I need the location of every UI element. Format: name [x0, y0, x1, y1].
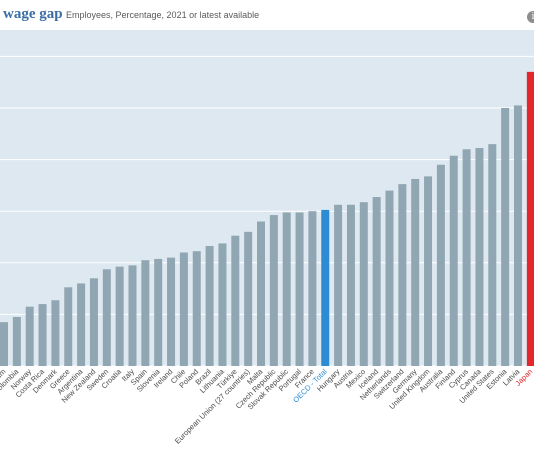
- bar-iceland[interactable]: Iceland: 13.1: [372, 197, 381, 366]
- plot-background: [0, 30, 534, 366]
- bar-ireland[interactable]: Ireland: 8.4: [167, 257, 176, 366]
- bar-norway[interactable]: Norway: 4.6: [25, 306, 34, 366]
- bar-canada[interactable]: Canada: 16.9: [475, 147, 484, 366]
- bar-denmark[interactable]: Denmark: 5.1: [51, 300, 60, 366]
- bar-japan[interactable]: Japan: 22.8: [526, 71, 534, 366]
- bar-germany[interactable]: Germany: 14.5: [411, 178, 420, 366]
- bar-hungary[interactable]: Hungary: 12.5: [334, 204, 343, 366]
- bar-cyprus[interactable]: Cyprus: 16.8: [462, 149, 471, 366]
- bar-mexico[interactable]: Mexico: 12.7: [359, 202, 368, 366]
- bar-lithuania[interactable]: Lithuania: 9.5: [218, 243, 227, 366]
- bar-netherlands[interactable]: Netherlands: 13.6: [385, 190, 394, 366]
- bar-united-kingdom[interactable]: United Kingdom: 14.7: [424, 176, 433, 366]
- bar-costa-rica[interactable]: Costa Rica: 4.8: [38, 304, 47, 366]
- bar-poland[interactable]: Poland: 8.9: [192, 251, 201, 366]
- bar-slovenia[interactable]: Slovenia: 8.3: [154, 258, 163, 366]
- bar-greece[interactable]: Greece: 6.1: [64, 287, 73, 366]
- bar-spain[interactable]: Spain: 8.2: [141, 260, 150, 366]
- bar-european-union-27-countries-[interactable]: European Union (27 countries): 10.4: [244, 231, 253, 366]
- bar-united-states[interactable]: United States: 17.2: [488, 144, 497, 366]
- bar-estonia[interactable]: Estonia: 20: [501, 108, 510, 366]
- bar-argentina[interactable]: Argentina: 6.4: [77, 283, 86, 366]
- bar-oecd-total[interactable]: OECD - Total: 12.1: [321, 209, 330, 366]
- bar-sweden[interactable]: Sweden: 7.5: [102, 269, 111, 366]
- bar-malta[interactable]: Malta: 11.2: [257, 221, 265, 366]
- bar-t-rkiye[interactable]: Türkiye: 10.1: [231, 235, 240, 366]
- chart-title: wage gap: [3, 6, 63, 22]
- bar-brazil[interactable]: Brazil: 9.3: [205, 246, 214, 366]
- bar-france[interactable]: France: 12: [308, 211, 317, 366]
- bar-colombia[interactable]: Colombia: 3.8: [12, 316, 21, 366]
- bar-austria[interactable]: Austria: 12.5: [346, 204, 355, 366]
- info-icon[interactable]: i: [527, 11, 534, 23]
- bar-slovak-republic[interactable]: Slovak Republic: 11.9: [282, 212, 291, 366]
- bar-italy[interactable]: Italy: 7.8: [128, 265, 137, 366]
- bar-new-zealand[interactable]: New Zealand: 6.8: [89, 278, 98, 366]
- bar-portugal[interactable]: Portugal: 11.9: [295, 212, 304, 366]
- bar-finland[interactable]: Finland: 16.3: [449, 155, 458, 366]
- bar-croatia[interactable]: Croatia: 7.7: [115, 266, 124, 366]
- bar-czech-republic[interactable]: Czech Republic: 11.7: [269, 215, 278, 366]
- bar-switzerland[interactable]: Switzerland: 14.1: [398, 184, 407, 366]
- bar-belgium[interactable]: Belgium: 3.4: [0, 322, 8, 366]
- bar-latvia[interactable]: Latvia: 20.2: [514, 105, 522, 367]
- chart-subtitle: Employees, Percentage, 2021 or latest av…: [66, 10, 260, 20]
- chart-header: wage gap Employees, Percentage, 2021 or …: [0, 0, 534, 30]
- bar-chile[interactable]: Chile: 8.8: [179, 252, 188, 366]
- bar-australia[interactable]: Australia: 15.6: [436, 164, 445, 366]
